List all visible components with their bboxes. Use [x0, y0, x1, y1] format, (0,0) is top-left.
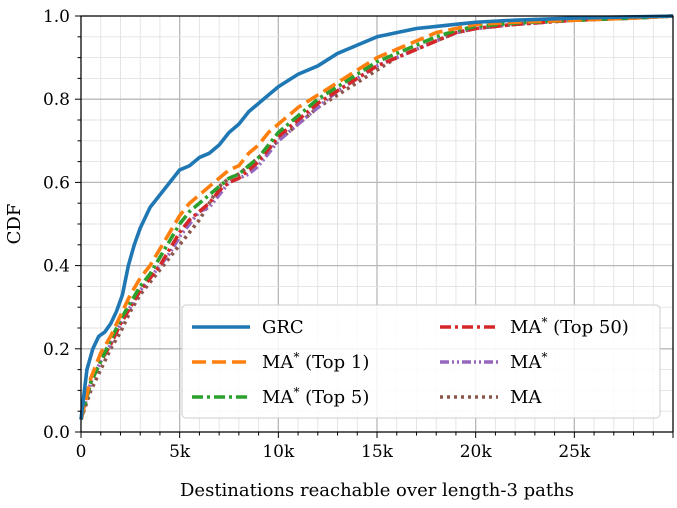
- series-line: [79, 14, 674, 420]
- x-tick-label: 5k: [169, 442, 191, 462]
- y-tick-label: 1.0: [43, 7, 70, 27]
- x-tick-label: 10k: [262, 442, 295, 462]
- series-line: [79, 14, 674, 420]
- y-tick-label: 0.6: [43, 173, 70, 193]
- legend-label: MA*: [510, 350, 547, 373]
- x-tick-label: 0: [76, 442, 87, 462]
- legend-label: MA* (Top 50): [510, 315, 629, 338]
- series-line: [79, 14, 674, 420]
- plot-area: [79, 14, 674, 421]
- legend-label: MA* (Top 1): [262, 350, 369, 373]
- legend-label: GRC: [262, 317, 304, 338]
- legend: GRC MA* (Top 1) MA* (Top 5) MA* (Top 50) MA*…: [181, 304, 661, 419]
- y-axis-label: CDF: [4, 204, 25, 245]
- y-tick-label: 0.8: [43, 90, 70, 110]
- legend-label: MA* (Top 5): [262, 385, 369, 408]
- x-tick-label: 20k: [460, 442, 493, 462]
- x-tick-label: 15k: [361, 442, 394, 462]
- y-tick-label: 0.0: [43, 423, 70, 443]
- series-line: [79, 14, 674, 420]
- x-axis-label: Destinations reachable over length-3 pat…: [180, 480, 574, 501]
- axis-ticks: 0 5k 10k 15k 20k 25k 0.0 0.2 0.4 0.6 0.8 1.0: [43, 7, 674, 462]
- x-tick-label: 25k: [558, 442, 591, 462]
- y-tick-label: 0.2: [43, 340, 70, 360]
- legend-box: [181, 304, 661, 419]
- y-tick-label: 0.4: [43, 257, 70, 277]
- legend-label: MA: [510, 387, 542, 408]
